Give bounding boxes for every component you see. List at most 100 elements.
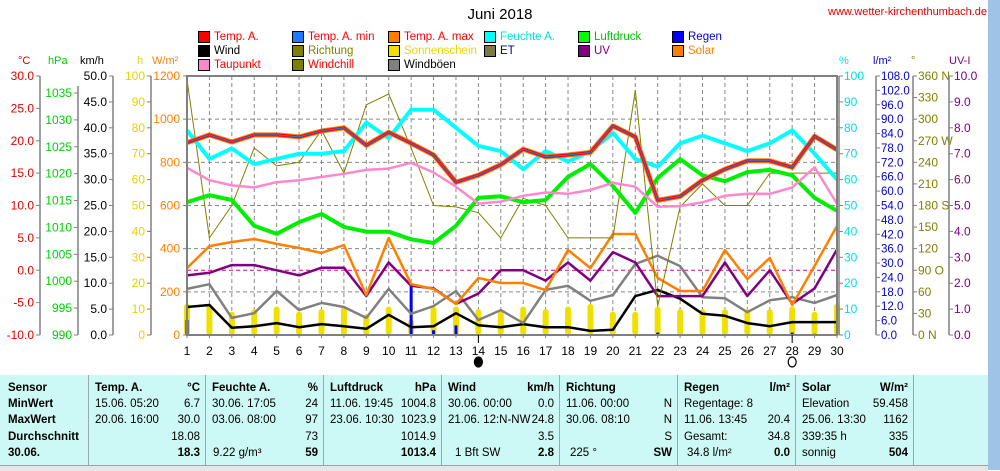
axis-tick-label: 80 (844, 121, 858, 135)
x-tick-label: 23 (673, 344, 687, 358)
x-tick-label: 17 (539, 344, 553, 358)
row-label-min: MinWert (8, 396, 53, 413)
x-tick-label: 27 (763, 344, 777, 358)
axis-tick-label: 4.0 (954, 224, 971, 238)
x-tick-label: 25 (718, 344, 732, 358)
temp-max: 30.0 (150, 412, 200, 429)
axis-tick-label: 0.0 (90, 328, 107, 342)
axis-tick-label: 54.0 (881, 201, 903, 213)
x-tick-label: 1 (184, 344, 191, 358)
axis-tick-label: 60 (918, 285, 932, 299)
direction-avg: S (622, 429, 672, 446)
axis-tick-label: 12.0 (881, 301, 903, 313)
axis-tick-label: 1020 (45, 167, 72, 181)
right-axis-3: 10.09.08.07.06.05.04.03.02.01.00.0 (949, 69, 978, 342)
axis-tick-label: 0 N (918, 328, 937, 342)
full-moon-icon (788, 357, 796, 367)
x-tick-label: 10 (382, 344, 396, 358)
axis-tick-label: 1.0 (954, 302, 971, 316)
axis-tick-label: 30 (132, 250, 146, 264)
axis-tick-label: 78.0 (881, 143, 903, 155)
axis-tick-label: 1000 (153, 112, 180, 126)
sunshine-bar (722, 309, 728, 335)
statistics-panel: Sensor MinWert MaxWert Durchschnitt 30.0… (0, 375, 988, 465)
axis-tick-label: 70 (844, 147, 858, 161)
axis-tick-label: 2.0 (954, 276, 971, 290)
sunshine-bar (543, 309, 549, 335)
solar-title: Solar (802, 380, 831, 397)
wind-min-time: 30.06. 00:00 (448, 396, 512, 413)
axis-tick-label: 210 (918, 177, 938, 191)
axis-tick-label: 300 (918, 112, 938, 126)
sunshine-bar (610, 312, 616, 335)
x-tick-label: 14 (472, 344, 486, 358)
x-tick-label: 13 (449, 344, 463, 358)
axis-tick-label: 1000 (45, 274, 72, 288)
direction-title: Richtung (566, 380, 616, 397)
direction-max-time: 30.06. 08:10 (566, 412, 630, 429)
axis-tick-label: 0 (844, 328, 851, 342)
rain-max-time: 11.06. 13:45 (684, 412, 747, 429)
axis-tick-label: 10 (132, 302, 146, 316)
axis-tick-label: 9.0 (954, 95, 971, 109)
axis-tick-label: 84.0 (881, 129, 903, 141)
row-label-current: 30.06. (8, 445, 40, 462)
x-tick-label: 12 (427, 344, 441, 358)
humidity-current: 59 (268, 445, 318, 462)
axis-tick-label: 270 W (918, 134, 953, 148)
axis-tick-label: 990 (52, 328, 72, 342)
axis-tick-label: 40 (844, 224, 858, 238)
axis-tick-label: 1015 (45, 194, 72, 208)
axis-tick-label: 20.0 (11, 134, 35, 148)
axis-tick-label: 42.0 (881, 229, 903, 241)
vertical-scrollbar[interactable] (988, 0, 1000, 470)
humidity-max: 97 (268, 412, 318, 429)
axis-tick-label: 0 (138, 328, 145, 342)
rain-days: Regentage: 8 (684, 396, 753, 413)
wind-title: Wind (448, 380, 476, 397)
humidity-min-time: 30.06. 17:05 (212, 396, 276, 413)
axis-tick-label: 102.0 (881, 85, 910, 97)
solar-current: 504 (856, 445, 908, 462)
sunshine-bar (565, 307, 571, 335)
solar-avg: 335 (856, 429, 908, 446)
axis-tick-label: 96.0 (881, 100, 903, 112)
axis-tick-label: 10 (844, 302, 858, 316)
sunshine-bar (767, 309, 773, 335)
direction-current: SW (622, 445, 672, 462)
wind-max-time: 21.06. 12:N-NW (448, 412, 530, 429)
axis-tick-label: 50 (132, 199, 146, 213)
axis-tick-label: 100 (844, 69, 864, 83)
humidity-max-time: 03.06. 08:00 (212, 412, 276, 429)
new-moon-icon (474, 357, 482, 367)
axis-tick-label: 15.0 (11, 166, 35, 180)
solar-elevation-label: Elevation (802, 396, 849, 413)
direction-max: N (622, 412, 672, 429)
row-label-max: MaxWert (8, 412, 56, 429)
sunshine-bar (475, 309, 481, 335)
temp-current: 18.3 (150, 445, 200, 462)
pressure-min-time: 11.06. 19:45 (330, 396, 393, 413)
axis-tick-label: 1030 (45, 113, 72, 127)
axis-tick-label: 240 (918, 155, 938, 169)
solar-max: 1162 (856, 412, 908, 429)
x-tick-label: 2 (206, 344, 213, 358)
axis-tick-label: 0 (173, 328, 180, 342)
wind-beaufort: 1 Bft SW (455, 445, 500, 462)
wind-current: 2.8 (504, 445, 554, 462)
axis-tick-label: 0.0 (17, 263, 34, 277)
axis-tick-label: 45.0 (84, 95, 108, 109)
axis-tick-label: 108.0 (881, 71, 910, 83)
axis-tick-label: 20 (844, 276, 858, 290)
axis-tick-label: 0.0 (954, 328, 971, 342)
sunshine-bar (318, 309, 324, 335)
axis-tick-label: 330 (918, 91, 938, 105)
direction-degrees: 225 ° (570, 445, 597, 462)
axis-tick-label: 80 (132, 121, 146, 135)
axis-tick-label: 10.0 (954, 69, 978, 83)
temp-title: Temp. A. (95, 380, 142, 397)
pressure-current: 1013.4 (386, 445, 436, 462)
